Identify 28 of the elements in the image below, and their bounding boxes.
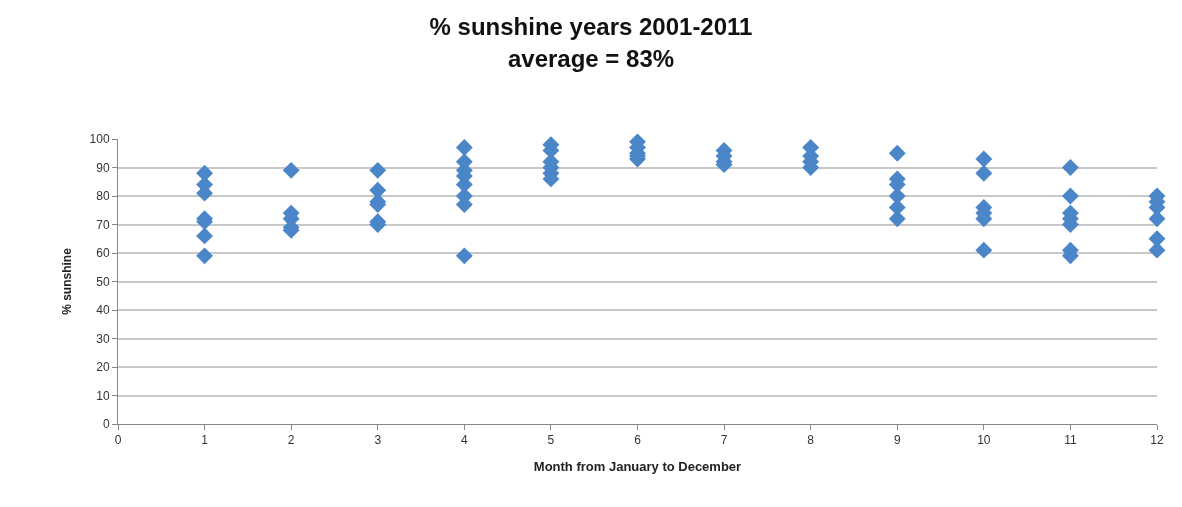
- x-tick-label: 4: [460, 433, 468, 448]
- y-tick-label: 20: [96, 360, 110, 375]
- x-tick-label: 8: [807, 433, 815, 448]
- y-axis-title: % sunshine: [59, 247, 74, 315]
- chart-title: % sunshine years 2001-2011: [429, 13, 753, 41]
- x-tick-label: 10: [977, 433, 991, 448]
- chart-subtitle: average = 83%: [507, 44, 675, 72]
- x-tick-label: 1: [201, 433, 209, 448]
- y-tick-label: 50: [96, 274, 110, 289]
- x-tick-label: 2: [287, 433, 295, 448]
- x-tick-label: 3: [374, 433, 382, 448]
- y-tick-label: 100: [89, 132, 110, 147]
- y-tick-label: 80: [96, 189, 110, 204]
- x-tick-label: 5: [547, 433, 555, 448]
- y-tick-label: 60: [96, 246, 110, 261]
- y-tick-label: 40: [96, 303, 110, 318]
- y-tick-label: 90: [96, 160, 110, 175]
- x-axis-title: Month from January to December: [533, 459, 742, 474]
- x-tick-label: 11: [1064, 433, 1077, 448]
- y-tick-label: 0: [102, 417, 110, 432]
- y-tick-label: 30: [96, 331, 110, 346]
- y-tick-label: 10: [96, 388, 110, 403]
- x-tick-label: 6: [634, 433, 642, 448]
- x-tick-label: 9: [893, 433, 901, 448]
- x-tick-label: 7: [720, 433, 728, 448]
- x-tick-label: 0: [114, 433, 122, 448]
- y-tick-label: 70: [96, 217, 110, 232]
- x-tick-label: 12: [1150, 433, 1164, 448]
